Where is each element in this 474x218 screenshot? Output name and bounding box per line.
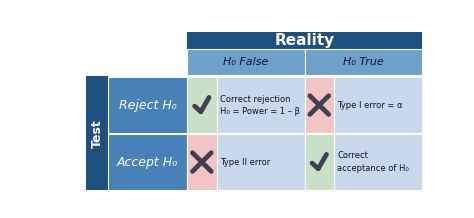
Bar [217, 134, 304, 190]
Bar [108, 134, 187, 190]
Bar [187, 134, 217, 190]
Text: Accept H₀: Accept H₀ [117, 156, 178, 169]
Bar [187, 49, 304, 75]
Text: Reject H₀: Reject H₀ [118, 99, 176, 112]
Bar [187, 77, 217, 133]
Bar [334, 134, 422, 190]
Bar [304, 49, 422, 75]
Text: Reality: Reality [274, 33, 335, 48]
Bar [187, 32, 422, 49]
Text: Type II error: Type II error [219, 158, 270, 167]
Text: Type I error = α: Type I error = α [337, 100, 402, 110]
Text: Correct rejection
H₀ = Power = 1 – β: Correct rejection H₀ = Power = 1 – β [219, 95, 300, 116]
Text: H₀ False: H₀ False [223, 57, 268, 67]
Bar [217, 77, 304, 133]
Text: Correct
acceptance of H₀: Correct acceptance of H₀ [337, 152, 409, 173]
Bar [304, 77, 334, 133]
Bar [108, 77, 187, 133]
Bar [304, 134, 334, 190]
Bar [334, 77, 422, 133]
Text: H₀ True: H₀ True [343, 57, 383, 67]
Text: Test: Test [91, 119, 104, 148]
Bar [86, 76, 108, 190]
